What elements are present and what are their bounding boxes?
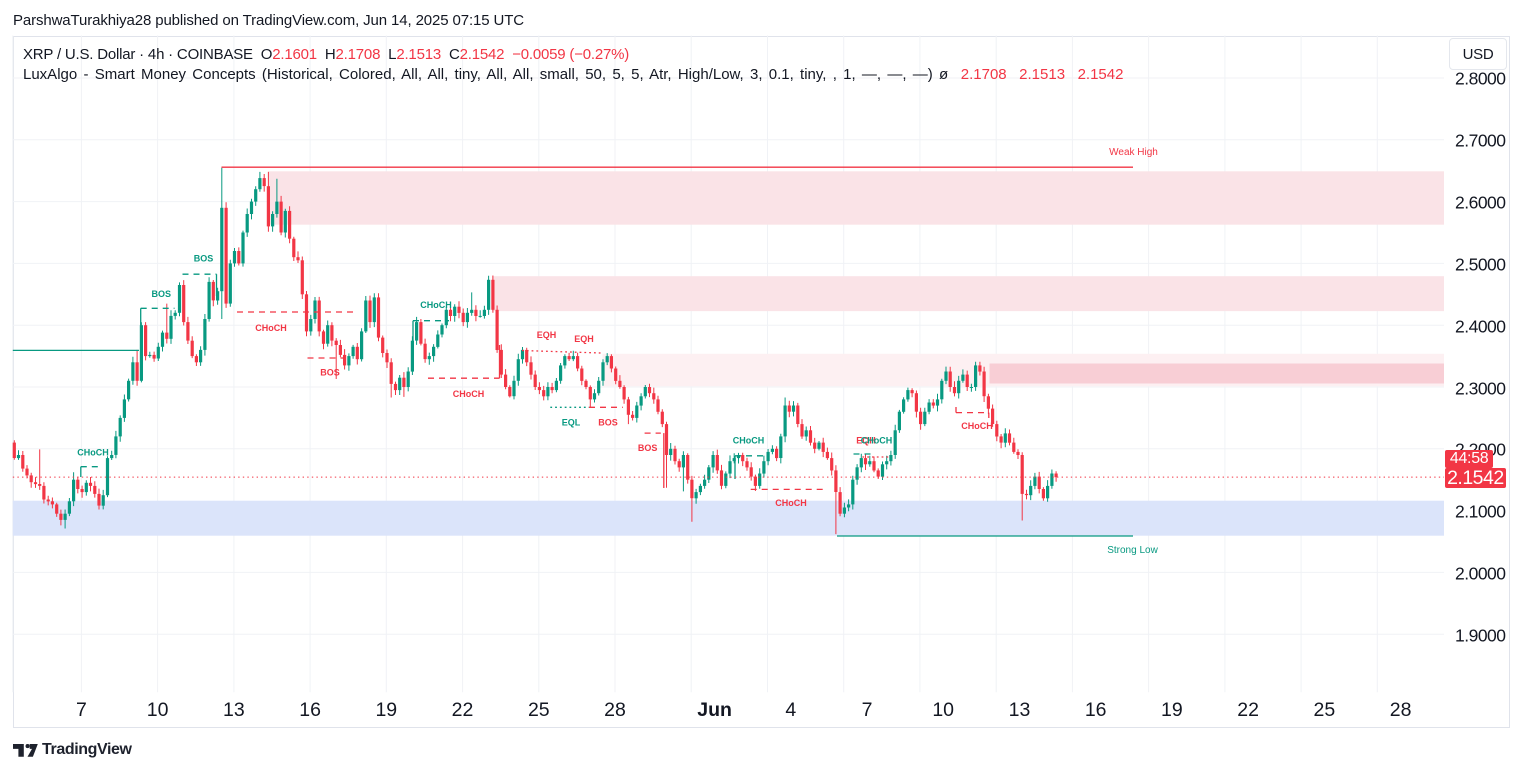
- svg-text:EQL: EQL: [562, 418, 581, 428]
- svg-text:Strong Low: Strong Low: [1107, 545, 1158, 556]
- svg-text:CHoCH: CHoCH: [775, 498, 807, 508]
- svg-text:Weak High: Weak High: [1109, 147, 1158, 158]
- svg-text:CHoCH: CHoCH: [733, 436, 765, 446]
- svg-text:CHoCH: CHoCH: [420, 300, 452, 310]
- svg-text:CHoCH: CHoCH: [255, 323, 287, 333]
- svg-text:BOS: BOS: [638, 443, 658, 453]
- svg-text:EQH: EQH: [537, 330, 557, 340]
- svg-text:BOS: BOS: [320, 368, 340, 378]
- svg-text:CHoCH: CHoCH: [77, 448, 109, 458]
- svg-text:BOS: BOS: [598, 418, 618, 428]
- svg-text:CHoCH: CHoCH: [961, 421, 993, 431]
- svg-text:BOS: BOS: [194, 254, 214, 264]
- svg-text:CHoCH: CHoCH: [453, 389, 485, 399]
- svg-text:EQH: EQH: [574, 334, 594, 344]
- svg-text:CHoCH: CHoCH: [861, 436, 893, 446]
- svg-text:EQH: EQH: [856, 436, 876, 446]
- svg-text:BOS: BOS: [152, 289, 172, 299]
